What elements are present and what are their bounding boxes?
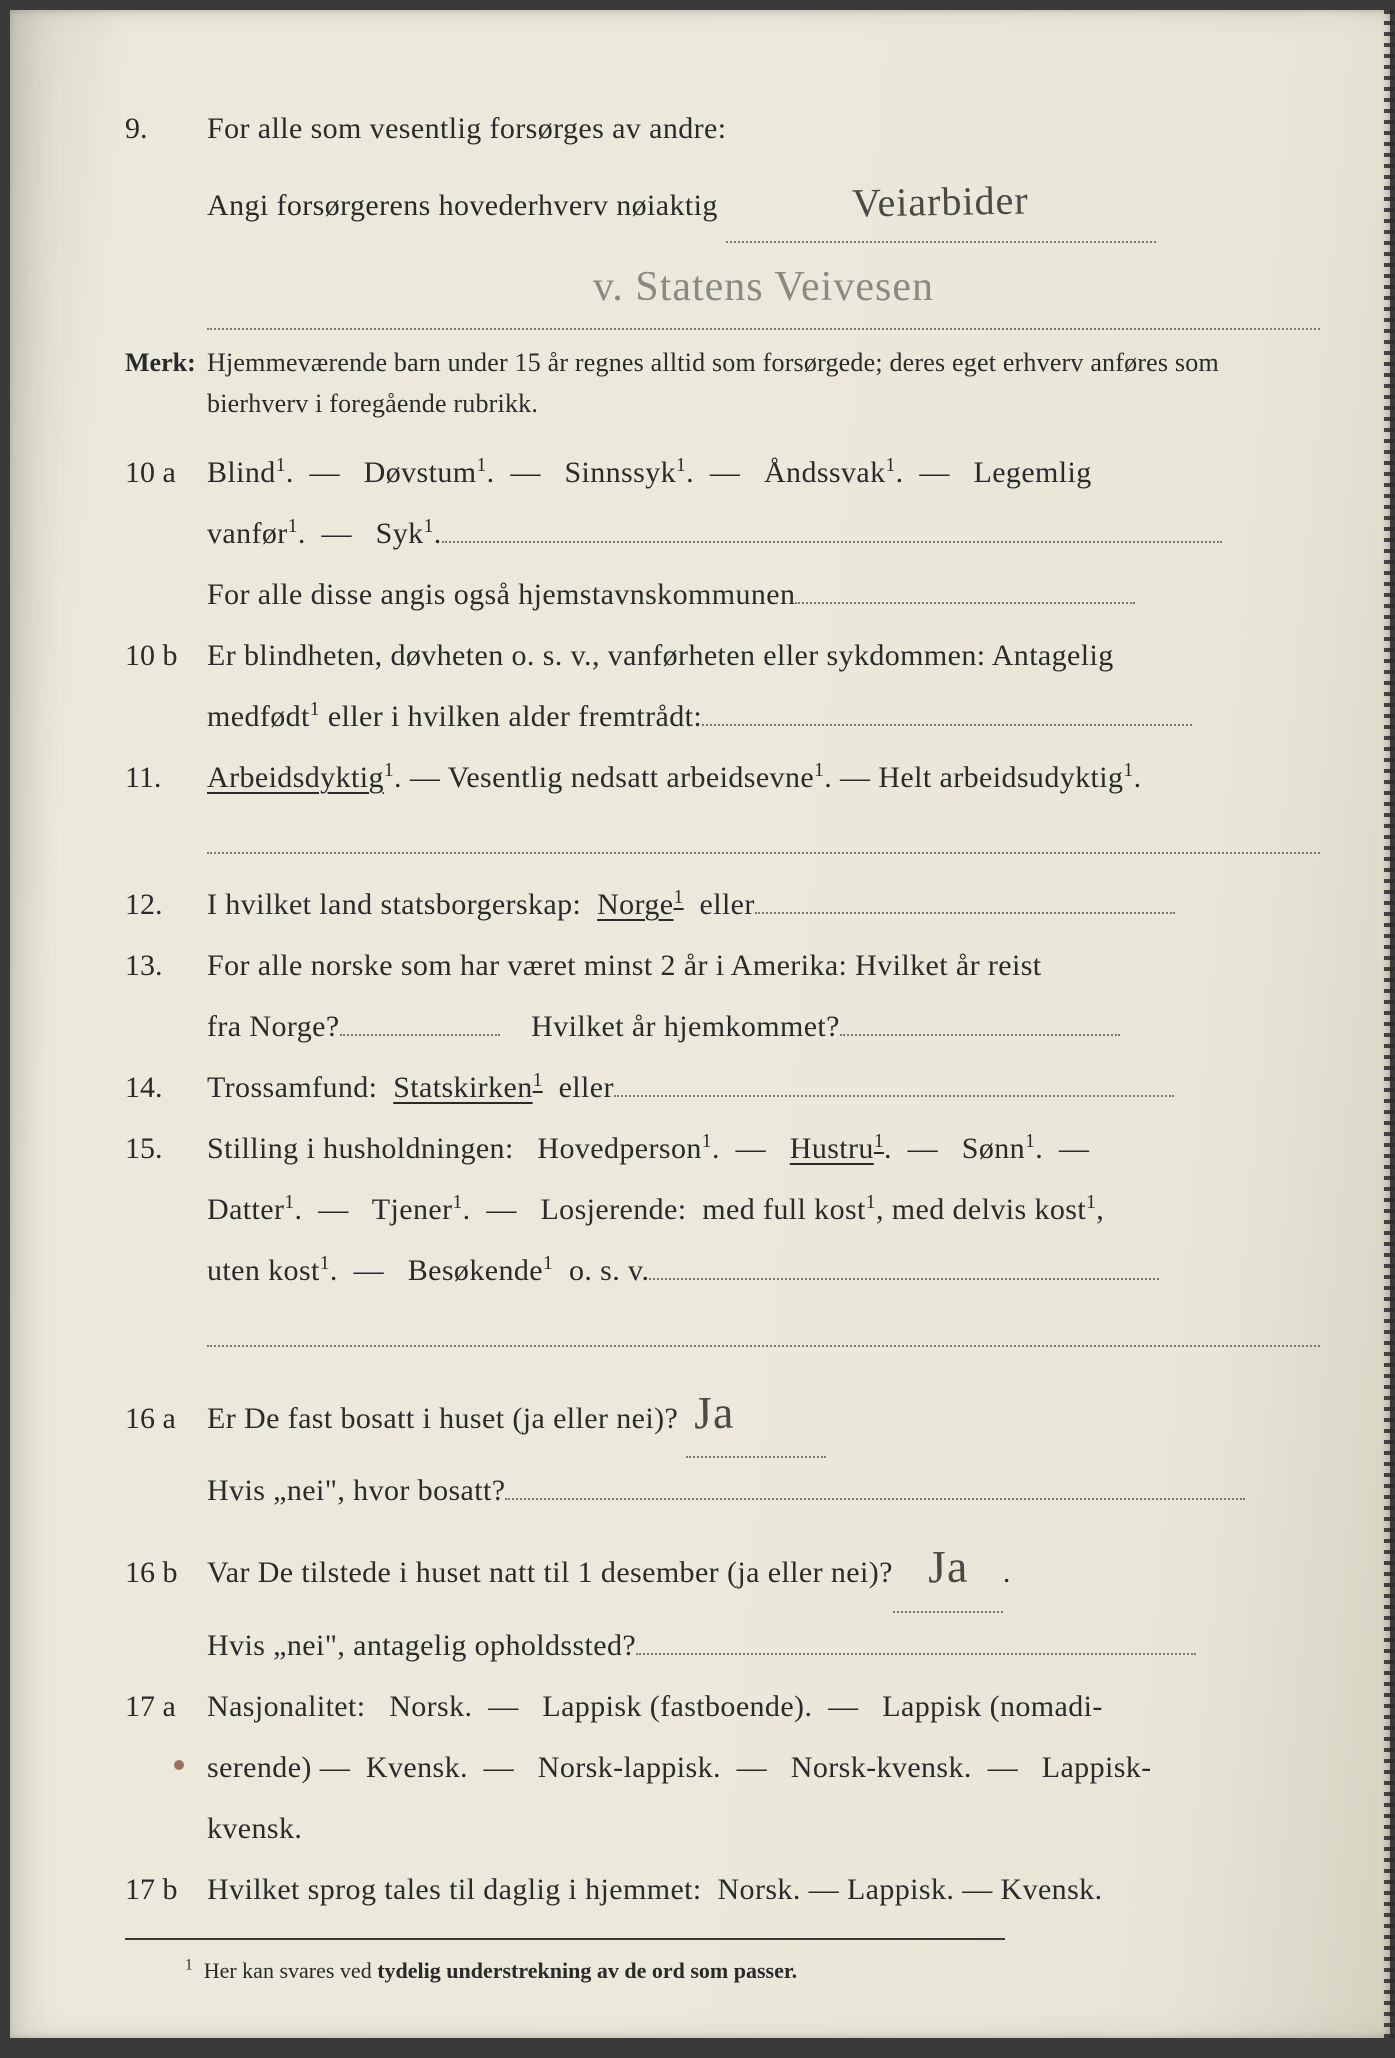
q9-line3: v. Statens Veivesen bbox=[207, 247, 1320, 331]
q11-opts: Arbeidsdyktig1. — Vesentlig nedsatt arbe… bbox=[207, 749, 1320, 806]
q12-number: 12. bbox=[125, 876, 207, 933]
question-12: 12. I hvilket land statsborgerskap: Norg… bbox=[125, 876, 1320, 933]
q14-body: Trossamfund: Statskirken1 eller bbox=[207, 1059, 1320, 1116]
q10a-line3: For alle disse angis også hjemstavnskomm… bbox=[207, 566, 1320, 623]
q10a-number: 10 a bbox=[125, 444, 207, 501]
question-17b: 17 b Hvilket sprog tales til daglig i hj… bbox=[125, 1861, 1320, 1918]
q11-blank bbox=[207, 810, 1320, 854]
perforation-edge bbox=[1384, 10, 1394, 2038]
q15-line2: Datter1. — Tjener1. — Losjerende: med fu… bbox=[207, 1181, 1320, 1238]
question-10a-row3: For alle disse angis også hjemstavnskomm… bbox=[125, 566, 1320, 623]
q16a-number: 16 a bbox=[125, 1390, 207, 1447]
question-16b-row2: Hvis „nei", antagelig opholdssted? bbox=[125, 1617, 1320, 1674]
question-15-row3: uten kost1. — Besøkende1 o. s. v. bbox=[125, 1242, 1320, 1299]
q14-number: 14. bbox=[125, 1059, 207, 1116]
q10a-opts2: vanfør1. — Syk1. bbox=[207, 505, 1320, 562]
q17b-body: Hvilket sprog tales til daglig i hjemmet… bbox=[207, 1861, 1320, 1918]
question-9-row1: 9. For alle som vesentlig forsørges av a… bbox=[125, 100, 1320, 159]
ink-spot bbox=[174, 1760, 184, 1770]
merk-text: Hjemmeværende barn under 15 år regnes al… bbox=[207, 343, 1320, 424]
q15-blank bbox=[207, 1303, 1320, 1347]
q10b-line2: medfødt1 eller i hvilken alder fremtrådt… bbox=[207, 688, 1320, 745]
q9-handwritten2: v. Statens Veivesen bbox=[593, 247, 934, 329]
q15-number: 15. bbox=[125, 1120, 207, 1177]
question-17a-row3: kvensk. bbox=[125, 1800, 1320, 1857]
question-10a-row1: 10 a Blind1. — Døvstum1. — Sinnssyk1. — … bbox=[125, 444, 1320, 501]
merk-note: Merk: Hjemmeværende barn under 15 år reg… bbox=[125, 338, 1320, 424]
question-10b-row1: 10 b Er blindheten, døvheten o. s. v., v… bbox=[125, 627, 1320, 684]
question-11: 11. Arbeidsdyktig1. — Vesentlig nedsatt … bbox=[125, 749, 1320, 806]
q17a-line3: kvensk. bbox=[207, 1800, 1320, 1857]
q15-line3: uten kost1. — Besøkende1 o. s. v. bbox=[207, 1242, 1320, 1299]
q16b-line1: Var De tilstede i huset natt til 1 desem… bbox=[207, 1523, 1320, 1612]
q13-line1: For alle norske som har været minst 2 år… bbox=[207, 937, 1320, 994]
q9-answer2: v. Statens Veivesen bbox=[207, 247, 1320, 331]
q15-line1: Stilling i husholdningen: Hovedperson1. … bbox=[207, 1120, 1320, 1177]
question-17a-row1: 17 a Nasjonalitet: Norsk. — Lappisk (fas… bbox=[125, 1678, 1320, 1735]
question-9-row2: Angi forsørgerens hovederhverv nøiaktig … bbox=[125, 163, 1320, 243]
question-16a-row2: Hvis „nei", hvor bosatt? bbox=[125, 1462, 1320, 1519]
footnote-rule bbox=[125, 1938, 1005, 1940]
question-13-row2: fra Norge? Hvilket år hjemkommet? bbox=[125, 998, 1320, 1055]
q13-number: 13. bbox=[125, 937, 207, 994]
q17a-number: 17 a bbox=[125, 1678, 207, 1735]
census-form-page: 9. For alle som vesentlig forsørges av a… bbox=[10, 10, 1390, 2038]
question-16b-row1: 16 b Var De tilstede i huset natt til 1 … bbox=[125, 1523, 1320, 1612]
q16a-line1: Er De fast bosatt i huset (ja eller nei)… bbox=[207, 1369, 1320, 1458]
question-13-row1: 13. For alle norske som har været minst … bbox=[125, 937, 1320, 994]
q9-answer1: Veiarbider bbox=[726, 163, 1156, 243]
q17a-line1: Nasjonalitet: Norsk. — Lappisk (fastboen… bbox=[207, 1678, 1320, 1735]
question-17a-row2: serende) — Kvensk. — Norsk-lappisk. — No… bbox=[125, 1739, 1320, 1796]
q10b-line1: Er blindheten, døvheten o. s. v., vanfør… bbox=[207, 627, 1320, 684]
q12-body: I hvilket land statsborgerskap: Norge1 e… bbox=[207, 876, 1320, 933]
q16b-answer: Ja bbox=[927, 1523, 969, 1611]
question-10b-row2: medfødt1 eller i hvilken alder fremtrådt… bbox=[125, 688, 1320, 745]
q16a-line2: Hvis „nei", hvor bosatt? bbox=[207, 1462, 1320, 1519]
q9-handwritten1: Veiarbider bbox=[852, 161, 1030, 242]
footnote: 1 Her kan svares ved tydelig understrekn… bbox=[185, 1950, 1320, 1993]
q16b-line2: Hvis „nei", antagelig opholdssted? bbox=[207, 1617, 1320, 1674]
question-16a-row1: 16 a Er De fast bosatt i huset (ja eller… bbox=[125, 1369, 1320, 1458]
merk-label: Merk: bbox=[125, 338, 207, 389]
q9-number: 9. bbox=[125, 100, 207, 159]
q16b-number: 16 b bbox=[125, 1544, 207, 1601]
q9-line1: For alle som vesentlig forsørges av andr… bbox=[207, 100, 1320, 159]
q17b-number: 17 b bbox=[125, 1861, 207, 1918]
q10b-number: 10 b bbox=[125, 627, 207, 684]
q17a-line2: serende) — Kvensk. — Norsk-lappisk. — No… bbox=[207, 1739, 1320, 1796]
q11-number: 11. bbox=[125, 749, 207, 806]
q9-line2: Angi forsørgerens hovederhverv nøiaktig … bbox=[207, 163, 1320, 243]
question-10a-row2: vanfør1. — Syk1. bbox=[125, 505, 1320, 562]
question-14: 14. Trossamfund: Statskirken1 eller bbox=[125, 1059, 1320, 1116]
question-15-row2: Datter1. — Tjener1. — Losjerende: med fu… bbox=[125, 1181, 1320, 1238]
q9-line2-lead: Angi forsørgerens hovederhverv nøiaktig bbox=[207, 189, 718, 222]
q10a-opts1: Blind1. — Døvstum1. — Sinnssyk1. — Åndss… bbox=[207, 444, 1320, 501]
q16a-answer: Ja bbox=[693, 1369, 735, 1457]
q13-line2: fra Norge? Hvilket år hjemkommet? bbox=[207, 998, 1320, 1055]
question-15-row1: 15. Stilling i husholdningen: Hovedperso… bbox=[125, 1120, 1320, 1177]
